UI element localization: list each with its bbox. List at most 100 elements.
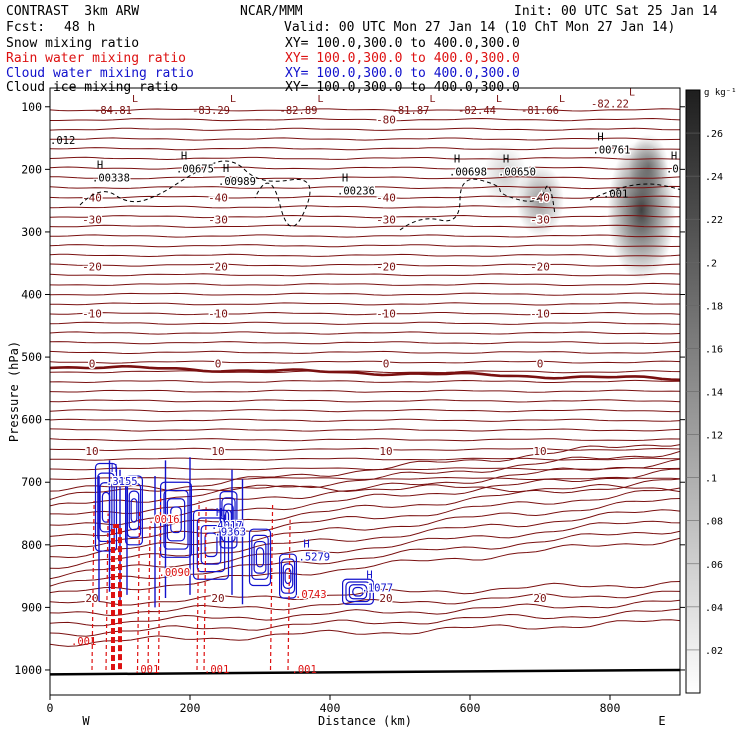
isotherm-line xyxy=(50,608,680,637)
cloud-water-contour xyxy=(223,503,234,537)
isotherm-label: 10 xyxy=(533,445,546,458)
isotherm-label: -30 xyxy=(530,213,550,226)
cloud-water-contour xyxy=(342,578,375,605)
valid-time: Valid: 00 UTC Mon 27 Jan 14 (10 ChT Mon … xyxy=(284,20,676,35)
low-value-label: -82.22 xyxy=(591,99,629,111)
fcst-label: Fcst: xyxy=(6,20,46,35)
ice-max-marker: H xyxy=(671,150,677,162)
rain-core-contour xyxy=(111,524,122,670)
legend-rain-xy: XY= 100.0,300.0 to 400.0,300.0 xyxy=(285,51,520,66)
low-value-label: -81.66 xyxy=(521,105,559,117)
x-axis-title: Distance (km) xyxy=(318,714,412,728)
cloud-water-contour xyxy=(192,509,230,580)
contour-value-label: .001 xyxy=(71,636,96,648)
east-endpoint-label: E xyxy=(658,714,665,728)
colorbar-tick-label: .08 xyxy=(705,517,723,528)
legend-snow-name: Snow mixing ratio xyxy=(6,36,140,51)
low-value-label: -82.44 xyxy=(458,105,496,117)
isotherm-label: -30 xyxy=(208,213,228,226)
ice-max-value: .00236 xyxy=(337,185,375,197)
low-value-label: -83.29 xyxy=(192,105,230,117)
cloud-water-max-marker: H xyxy=(219,513,225,525)
isotherm-line xyxy=(50,263,680,267)
legend-cloud-water-xy: XY= 100.0,300.0 to 400.0,300.0 xyxy=(285,66,520,81)
isotherm-line xyxy=(50,379,680,384)
y-axis-title: Pressure (hPa) xyxy=(7,341,21,442)
isotherm-line xyxy=(50,117,680,122)
isotherm-line xyxy=(50,302,680,306)
cloud-water-contour xyxy=(124,475,143,546)
isotherm-label: -10 xyxy=(208,307,228,320)
model-title: CONTRAST 3km ARW xyxy=(6,4,140,19)
x-tick-label: 600 xyxy=(460,701,481,715)
rain-contour xyxy=(203,507,207,670)
isotherm-line xyxy=(50,599,680,627)
isotherm-line xyxy=(50,205,680,209)
cloud-water-contour xyxy=(204,532,218,558)
y-tick-label: 1000 xyxy=(14,663,42,677)
y-tick-label: 100 xyxy=(21,100,42,114)
low-marker: L xyxy=(132,94,138,105)
isotherm-line xyxy=(50,408,680,413)
isotherm-line xyxy=(50,224,680,228)
colorbar-tick-label: .1 xyxy=(705,474,717,485)
snow-shade-area xyxy=(628,134,669,199)
isotherm-label: -30 xyxy=(82,213,102,226)
isotherm-line xyxy=(50,444,680,500)
isotherm-line xyxy=(50,156,680,161)
y-tick-label: 200 xyxy=(21,162,42,176)
ice-contour xyxy=(399,178,556,231)
y-tick-label: 900 xyxy=(21,600,42,614)
ice-max-marker: H xyxy=(223,163,229,175)
colorbar-tick-label: .14 xyxy=(705,388,723,399)
cloud-water-max-value: .4017 xyxy=(211,520,243,532)
isotherm-label: 10 xyxy=(379,445,392,458)
colorbar-tick-label: .16 xyxy=(705,344,723,355)
ice-max-marker: H xyxy=(97,160,103,172)
cloud-water-contour xyxy=(130,498,138,523)
contour-value-label: .001 xyxy=(134,664,159,676)
cloud-water-max-value: .1077 xyxy=(362,583,394,595)
ice-max-marker: H xyxy=(181,150,187,162)
isotherm-label: -80 xyxy=(376,113,396,126)
low-marker: L xyxy=(496,94,502,105)
isotherm-label: -40 xyxy=(376,192,396,205)
x-tick-label: 200 xyxy=(180,701,201,715)
cloud-water-contour xyxy=(255,547,265,568)
cloud-water-contour xyxy=(101,491,111,523)
isotherm-label: -10 xyxy=(376,307,396,320)
colorbar-tick-label: .22 xyxy=(705,215,723,226)
low-value-label: -82.89 xyxy=(280,105,318,117)
rain-contour xyxy=(157,497,162,670)
snow-shade-area xyxy=(516,164,564,237)
isotherm-line xyxy=(50,619,680,647)
low-marker: L xyxy=(559,94,565,105)
contour-value-label: .012 xyxy=(50,135,75,147)
rain-contour xyxy=(196,501,200,670)
rain-contour xyxy=(91,501,95,670)
cloud-water-contour xyxy=(99,482,113,533)
cloud-water-contour xyxy=(163,489,189,550)
ice-max-value: .00650 xyxy=(498,166,536,178)
isotherm-label: 20 xyxy=(211,592,224,605)
y-tick-label: 500 xyxy=(21,350,42,364)
isotherm-label: -20 xyxy=(208,260,228,273)
isotherm-label: 0 xyxy=(215,357,222,370)
isotherm-line xyxy=(50,311,680,316)
rain-contour xyxy=(147,519,151,670)
colorbar-tick-label: .12 xyxy=(705,431,723,442)
isotherm-line xyxy=(50,244,680,248)
cloud-water-contour xyxy=(170,506,182,534)
isotherm-line xyxy=(50,428,680,432)
cloud-water-contour xyxy=(251,534,269,580)
isotherm-line xyxy=(50,389,680,393)
contour-value-label: .001 xyxy=(204,664,229,676)
cloud-water-max-value: .3155 xyxy=(106,476,138,488)
isotherm-line xyxy=(50,370,680,374)
colorbar-unit: g kg⁻¹ xyxy=(704,88,737,98)
isotherm-line xyxy=(50,360,680,364)
cloud-water-contour xyxy=(282,563,294,589)
isotherm-line xyxy=(50,438,680,442)
low-marker: L xyxy=(230,94,236,105)
